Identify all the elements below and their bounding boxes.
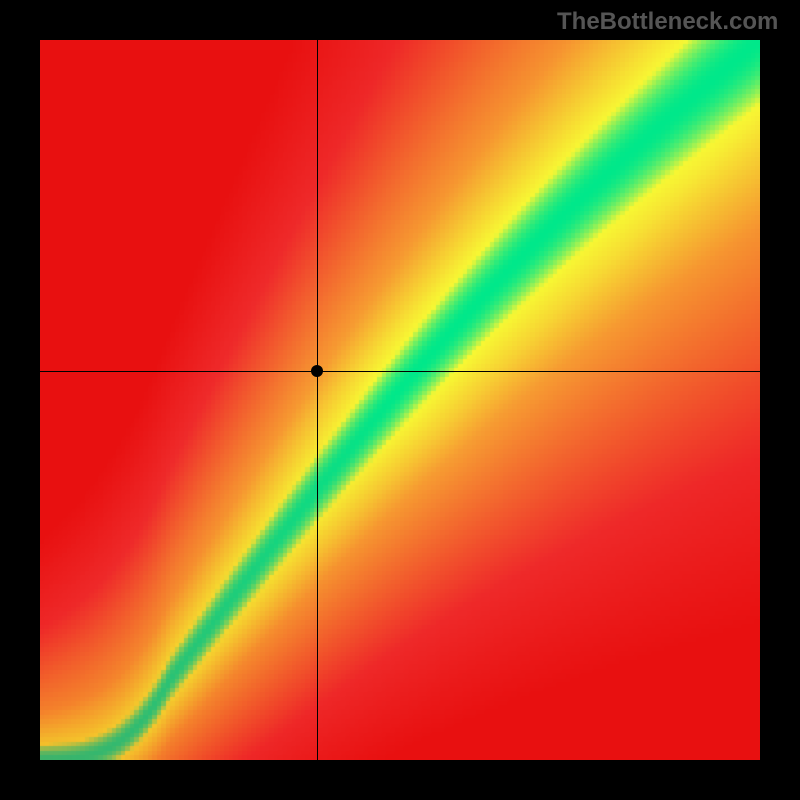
attribution-text: TheBottleneck.com [557,8,778,36]
bottleneck-heatmap [40,40,760,760]
crosshair-vertical [317,40,318,760]
crosshair-horizontal [40,371,760,372]
